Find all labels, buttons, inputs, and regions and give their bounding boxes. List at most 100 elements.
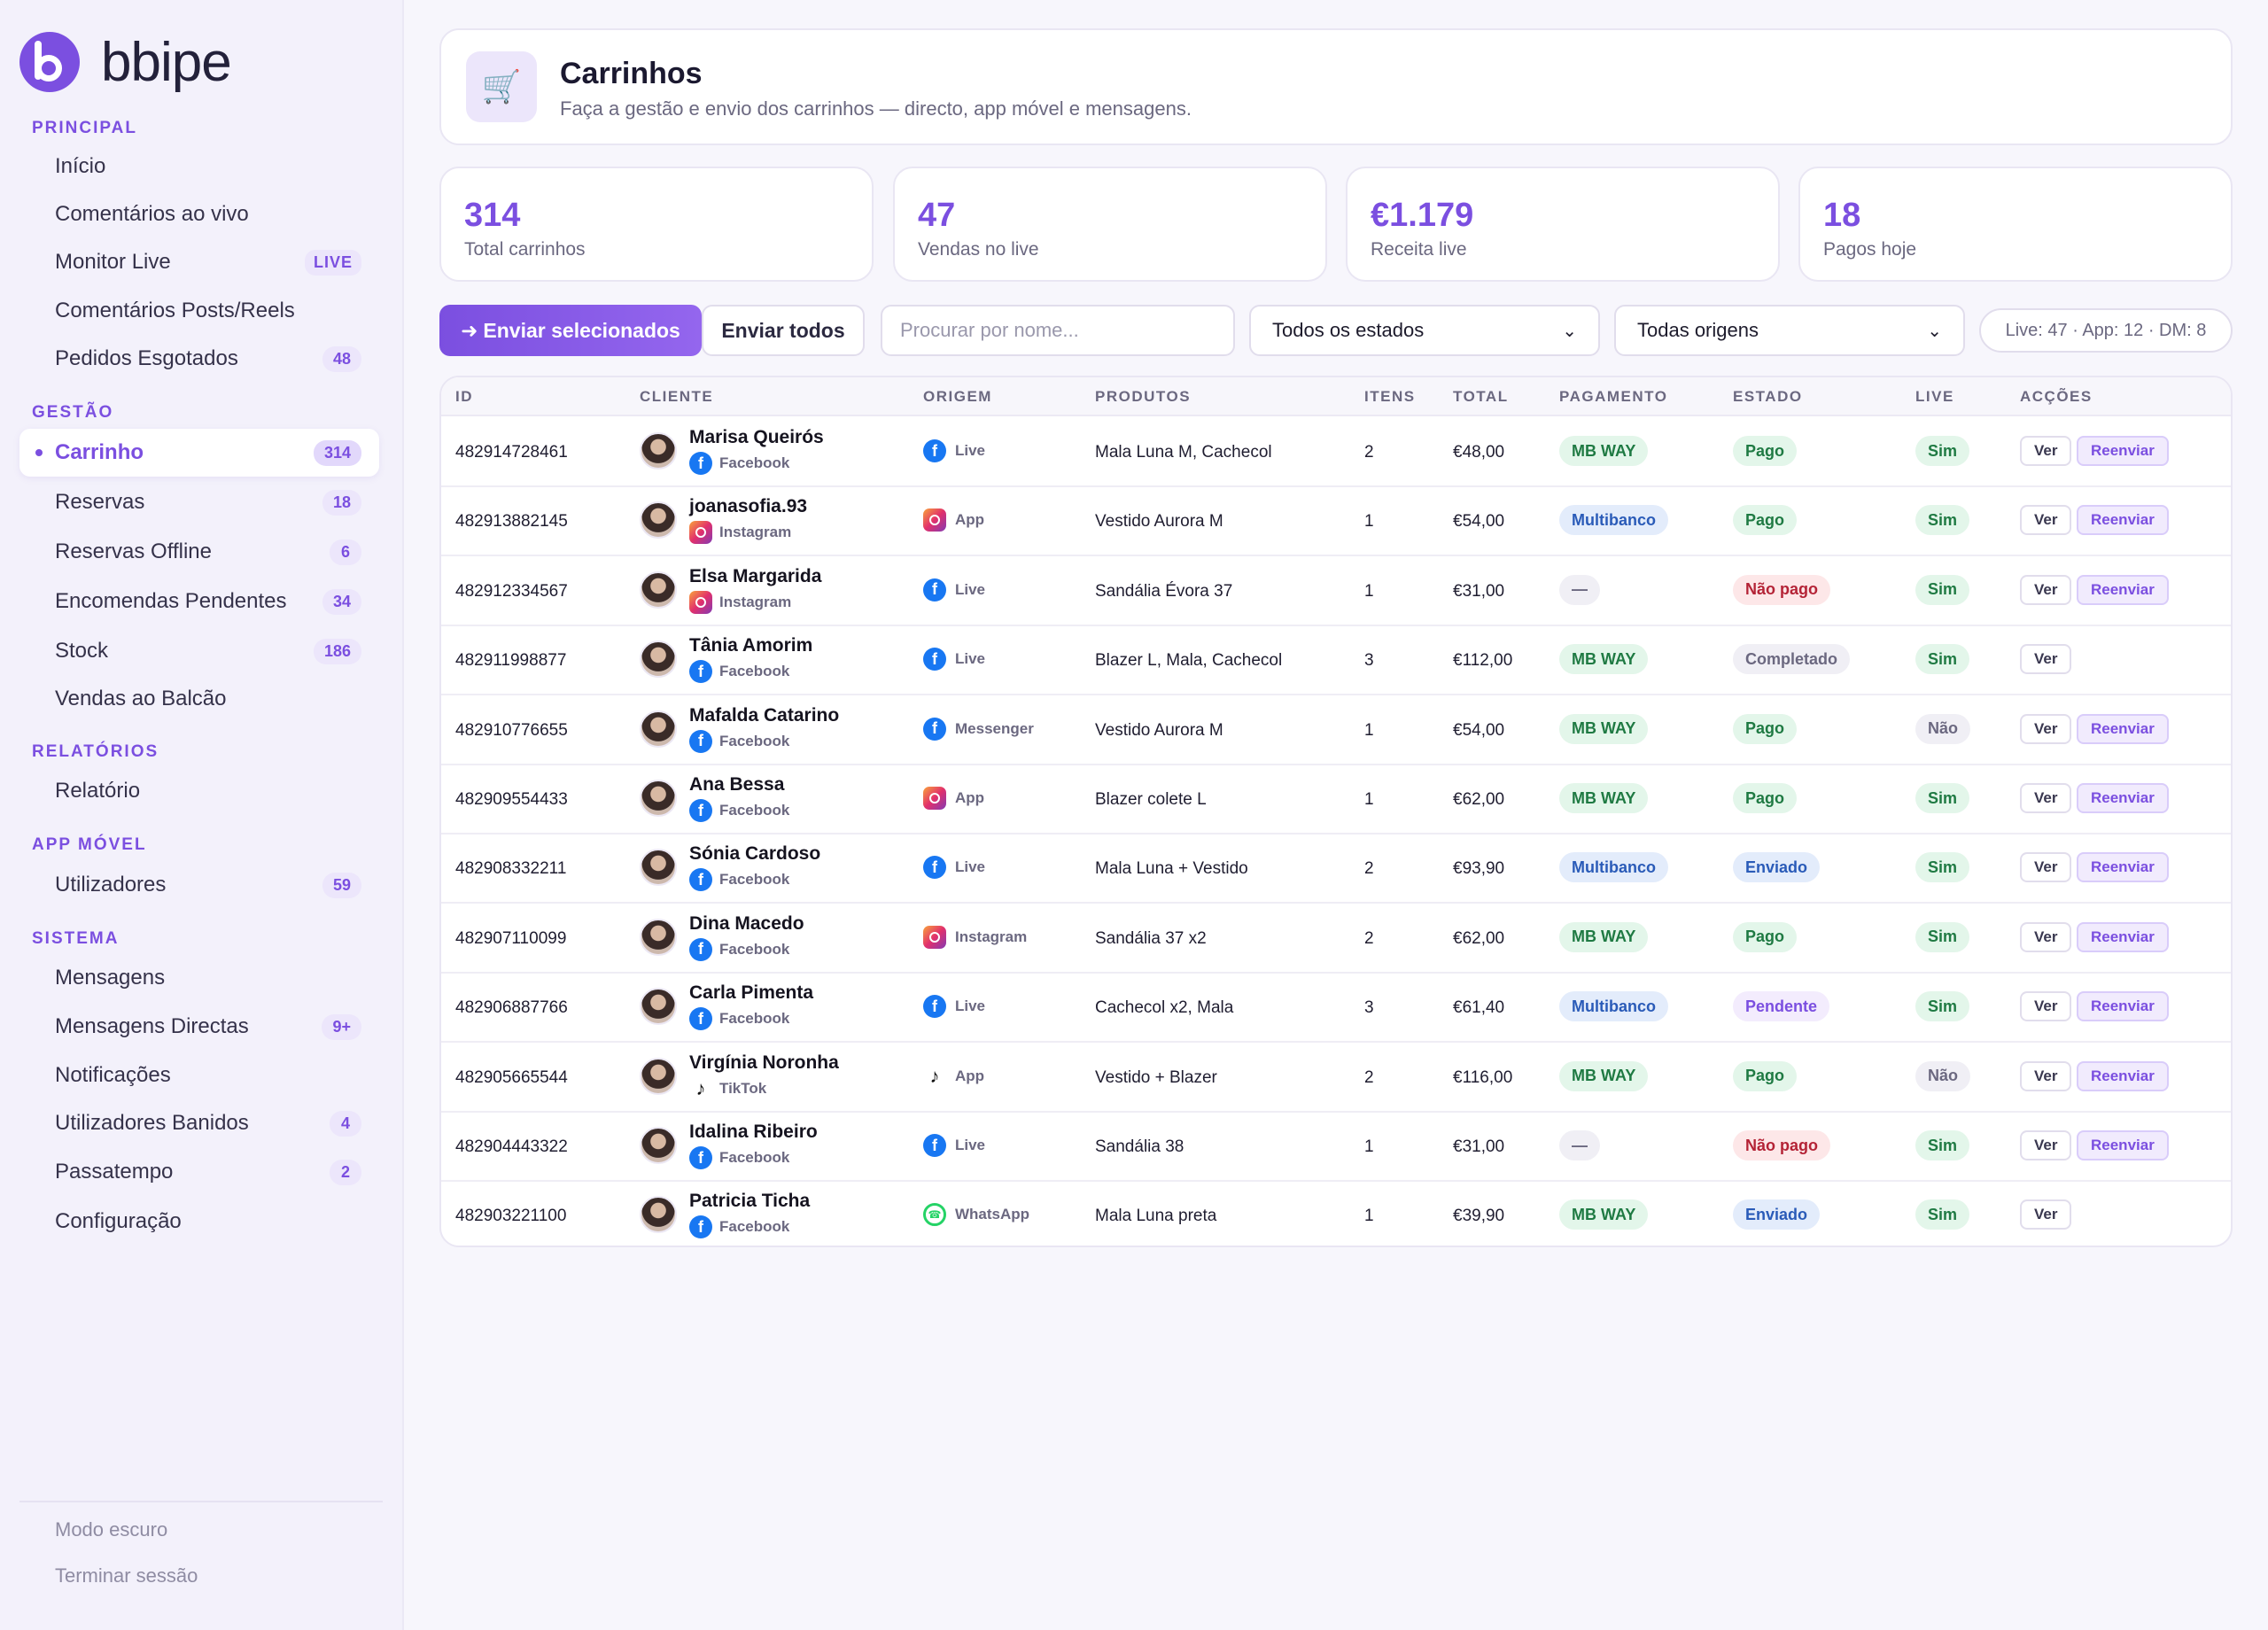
sidebar-item-encomendas-pendentes[interactable]: Encomendas Pendentes 34 bbox=[19, 578, 379, 625]
network-label: Facebook bbox=[719, 1149, 790, 1166]
origin-filter-select[interactable]: Todas origens ⌄ bbox=[1614, 305, 1965, 356]
sidebar-item-reservas[interactable]: Reservas 18 bbox=[19, 478, 379, 526]
sidebar-item-inicio[interactable]: Início bbox=[55, 154, 106, 178]
view-button[interactable]: Ver bbox=[2020, 1060, 2072, 1091]
table-row[interactable]: 482903221100 Patricia Ticha f Facebook ☎ What… bbox=[441, 1182, 2231, 1246]
resend-button[interactable]: Reenviar bbox=[2077, 505, 2169, 536]
sidebar-item-carrinho[interactable]: Carrinho 314 bbox=[19, 429, 379, 477]
avatar bbox=[640, 918, 677, 956]
sidebar-item-reservas-offline[interactable]: Reservas Offline 6 bbox=[19, 528, 379, 576]
cart-id: 482908332211 bbox=[455, 859, 567, 879]
view-button[interactable]: Ver bbox=[2020, 644, 2072, 675]
table-row[interactable]: 482910776655 Mafalda Catarino f Facebook f Me… bbox=[441, 696, 2231, 765]
live-badge: Sim bbox=[1915, 852, 1970, 883]
section-gestao: GESTÃO bbox=[32, 403, 114, 422]
resend-button[interactable]: Reenviar bbox=[2077, 991, 2169, 1022]
products: Sandália 37 x2 bbox=[1095, 928, 1207, 948]
client-name[interactable]: Sónia Cardoso bbox=[689, 843, 821, 865]
sidebar-item-mensagens[interactable]: Mensagens bbox=[55, 966, 166, 990]
client-name[interactable]: Tânia Amorim bbox=[689, 635, 813, 656]
client-name[interactable]: Virgínia Noronha bbox=[689, 1052, 839, 1073]
client-name[interactable]: Elsa Margarida bbox=[689, 565, 822, 586]
status-filter-select[interactable]: Todos os estados ⌄ bbox=[1249, 305, 1600, 356]
client-name[interactable]: Dina Macedo bbox=[689, 912, 804, 934]
status-badge: Pago bbox=[1733, 1060, 1798, 1091]
avatar bbox=[640, 849, 677, 887]
network-label: Facebook bbox=[719, 940, 790, 958]
send-selected-button[interactable]: ➜ Enviar selecionados bbox=[439, 305, 702, 356]
client-name[interactable]: Marisa Queirós bbox=[689, 427, 824, 447]
live-badge: Sim bbox=[1915, 1199, 1970, 1230]
table-row[interactable]: 482904443322 Idalina Ribeiro f Facebook f Liv… bbox=[441, 1113, 2231, 1182]
client-name[interactable]: Ana Bessa bbox=[689, 774, 785, 795]
col-produtos: PRODUTOS bbox=[1095, 388, 1192, 405]
sidebar-item-monitor-live[interactable]: Monitor Live LIVE bbox=[19, 238, 379, 286]
view-button[interactable]: Ver bbox=[2020, 505, 2072, 536]
count-badge: 2 bbox=[330, 1159, 361, 1185]
origin: f Live bbox=[923, 1134, 985, 1157]
view-button[interactable]: Ver bbox=[2020, 991, 2072, 1022]
cart-id: 482904443322 bbox=[455, 1137, 568, 1156]
sidebar-item-configuracao[interactable]: Configuração bbox=[55, 1209, 182, 1233]
logout-button[interactable]: Terminar sessão bbox=[55, 1564, 198, 1587]
table-row[interactable]: 482914728461 Marisa Queirós f Facebook f Live… bbox=[441, 418, 2231, 487]
search-input[interactable] bbox=[881, 305, 1235, 356]
resend-button[interactable]: Reenviar bbox=[2077, 713, 2169, 744]
view-button[interactable]: Ver bbox=[2020, 574, 2072, 605]
send-all-button[interactable]: Enviar todos bbox=[702, 305, 865, 356]
view-button[interactable]: Ver bbox=[2020, 783, 2072, 813]
view-button[interactable]: Ver bbox=[2020, 713, 2072, 744]
client-name[interactable]: Patricia Ticha bbox=[689, 1191, 811, 1212]
table-row[interactable]: 482908332211 Sónia Cardoso f Facebook f Live M… bbox=[441, 834, 2231, 904]
resend-button[interactable]: Reenviar bbox=[2077, 574, 2169, 605]
view-button[interactable]: Ver bbox=[2020, 1199, 2072, 1230]
avatar bbox=[640, 710, 677, 748]
client-name[interactable]: joanasofia.93 bbox=[689, 496, 808, 517]
client-name[interactable]: Idalina Ribeiro bbox=[689, 1122, 818, 1142]
items-count: 2 bbox=[1364, 859, 1374, 879]
table-row[interactable]: 482905665544 Virgínia Noronha ♪ TikTok ♪ App V… bbox=[441, 1044, 2231, 1113]
resend-button[interactable]: Reenviar bbox=[2077, 921, 2169, 952]
sidebar-item-vendas-balcao[interactable]: Vendas ao Balcão bbox=[55, 687, 227, 710]
status-badge: Pago bbox=[1733, 505, 1798, 536]
table-row[interactable]: 482906887766 Carla Pimenta f Facebook f Live C… bbox=[441, 974, 2231, 1044]
table-row[interactable]: 482913882145 joanasofia.93 Instagram App Ves… bbox=[441, 487, 2231, 557]
status-badge: Pago bbox=[1733, 921, 1798, 952]
network-label: Facebook bbox=[719, 802, 790, 819]
table-row[interactable]: 482909554433 Ana Bessa f Facebook App Blazer … bbox=[441, 765, 2231, 834]
sidebar-item-pedidos-esgotados[interactable]: Pedidos Esgotados 48 bbox=[19, 335, 379, 383]
products: Mala Luna + Vestido bbox=[1095, 859, 1248, 879]
sidebar-item-utilizadores-banidos[interactable]: Utilizadores Banidos 4 bbox=[19, 1099, 379, 1147]
resend-button[interactable]: Reenviar bbox=[2077, 1130, 2169, 1160]
resend-button[interactable]: Reenviar bbox=[2077, 852, 2169, 883]
table-row[interactable]: 482911998877 Tânia Amorim f Facebook f Live Bl… bbox=[441, 626, 2231, 696]
resend-button[interactable]: Reenviar bbox=[2077, 783, 2169, 813]
client-name[interactable]: Mafalda Catarino bbox=[689, 704, 840, 726]
stat-value: 18 bbox=[1823, 197, 1861, 234]
sidebar-item-comentarios-ao-vivo[interactable]: Comentários ao vivo bbox=[55, 202, 249, 226]
chevron-down-icon: ⌄ bbox=[1562, 321, 1577, 341]
sidebar-item-notificacoes[interactable]: Notificações bbox=[55, 1063, 171, 1087]
send-selected-label: Enviar selecionados bbox=[483, 318, 680, 342]
table-row[interactable]: 482912334567 Elsa Margarida Instagram f Live… bbox=[441, 557, 2231, 626]
brand-logo[interactable]: bbipe bbox=[19, 30, 232, 94]
resend-button[interactable]: Reenviar bbox=[2077, 436, 2169, 466]
view-button[interactable]: Ver bbox=[2020, 852, 2072, 883]
client-name[interactable]: Carla Pimenta bbox=[689, 982, 814, 1004]
sidebar-item-utilizadores[interactable]: Utilizadores 59 bbox=[19, 861, 379, 909]
sidebar-item-comentarios-posts[interactable]: Comentários Posts/Reels bbox=[55, 299, 295, 322]
sidebar-item-mensagens-directas[interactable]: Mensagens Directas 9+ bbox=[19, 1003, 379, 1051]
view-button[interactable]: Ver bbox=[2020, 436, 2072, 466]
sidebar-item-passatempo[interactable]: Passatempo 2 bbox=[19, 1148, 379, 1196]
view-button[interactable]: Ver bbox=[2020, 1130, 2072, 1160]
resend-button[interactable]: Reenviar bbox=[2077, 1060, 2169, 1091]
sidebar-item-stock[interactable]: Stock 186 bbox=[19, 627, 379, 675]
cart-id: 482914728461 bbox=[455, 443, 568, 462]
table-row[interactable]: 482907110099 Dina Macedo f Facebook Instagra… bbox=[441, 904, 2231, 974]
items-count: 3 bbox=[1364, 651, 1374, 671]
total-amount: €48,00 bbox=[1453, 443, 1505, 462]
sidebar-item-relatorio[interactable]: Relatório bbox=[55, 779, 141, 803]
view-button[interactable]: Ver bbox=[2020, 921, 2072, 952]
dark-mode-toggle[interactable]: Modo escuro bbox=[55, 1518, 168, 1541]
origin-summary: Live: 47 · App: 12 · DM: 8 bbox=[1979, 308, 2233, 353]
